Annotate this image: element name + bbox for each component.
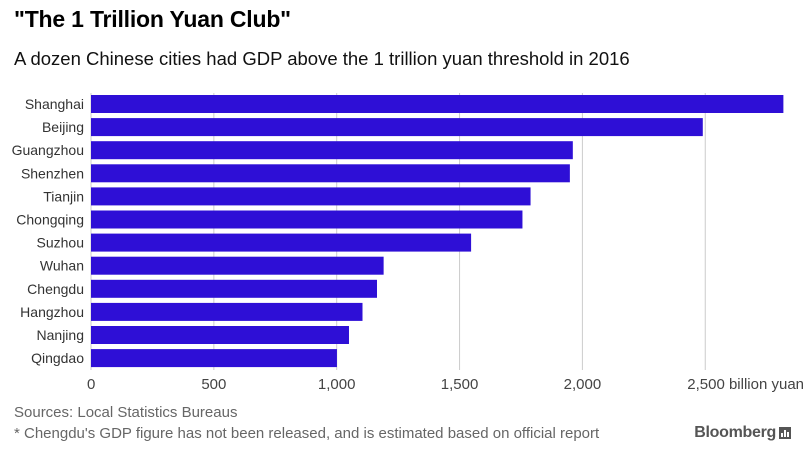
footnote: * Chengdu's GDP figure has not been rele… — [14, 425, 600, 442]
category-label-hangzhou: Hangzhou — [20, 304, 84, 320]
bar-nanjing — [91, 326, 349, 344]
category-label-guangzhou: Guangzhou — [12, 142, 84, 158]
source-note: Sources: Local Statistics Bureaus — [14, 404, 238, 421]
category-label-shenzhen: Shenzhen — [21, 165, 84, 181]
category-label-tianjin: Tianjin — [43, 188, 84, 204]
x-tick-label-4: 2,000 — [564, 376, 602, 393]
category-label-chengdu: Chengdu — [27, 281, 84, 297]
chart-title: "The 1 Trillion Yuan Club" — [14, 6, 291, 32]
bar-guangzhou — [91, 141, 573, 160]
bar-suzhou — [91, 233, 472, 252]
category-label-suzhou: Suzhou — [37, 235, 84, 251]
bar-chart-icon — [779, 427, 791, 439]
bar-shenzhen — [91, 164, 570, 183]
category-label-chongqing: Chongqing — [16, 212, 84, 228]
bar-chongqing — [91, 210, 523, 229]
category-label-wuhan: Wuhan — [40, 258, 84, 274]
bar-qingdao — [91, 349, 337, 368]
bar-wuhan — [91, 256, 384, 275]
bar-chengdu — [91, 279, 377, 298]
x-tick-label-2: 1,000 — [318, 376, 356, 393]
bar-beijing — [91, 118, 703, 137]
bar-shanghai — [91, 95, 784, 113]
x-tick-label-3: 1,500 — [441, 376, 479, 393]
x-tick-label-0: 0 — [87, 376, 95, 393]
chart-subtitle: A dozen Chinese cities had GDP above the… — [14, 48, 630, 69]
category-label-nanjing: Nanjing — [37, 327, 84, 343]
category-label-shanghai: Shanghai — [25, 96, 84, 112]
bar-hangzhou — [91, 302, 363, 321]
brand-name: Bloomberg — [694, 424, 776, 441]
brand-logo: Bloomberg — [694, 424, 791, 442]
category-label-qingdao: Qingdao — [31, 350, 84, 366]
x-tick-label-5: 2,500 billion yuan — [687, 376, 804, 393]
bar-tianjin — [91, 187, 531, 206]
x-tick-label-1: 500 — [201, 376, 226, 393]
category-label-beijing: Beijing — [42, 119, 84, 135]
